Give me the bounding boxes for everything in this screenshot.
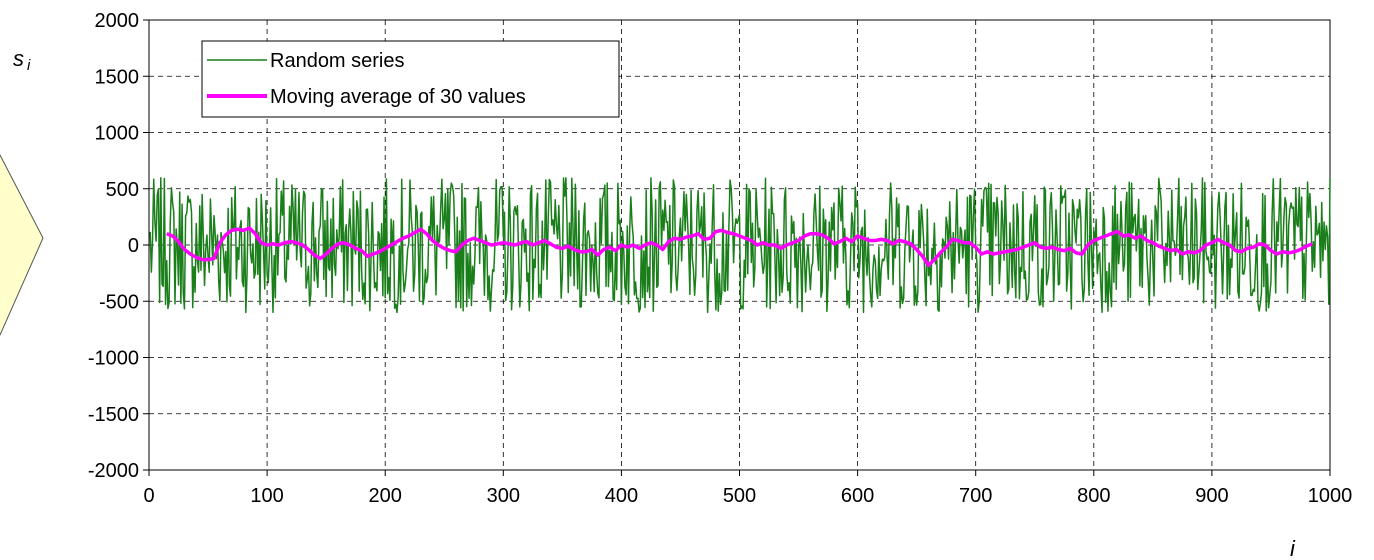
y-tick-label: -1000 [88, 348, 139, 370]
x-tick-label: 900 [1195, 485, 1228, 507]
series-layer [149, 177, 1331, 314]
x-tick-label: 200 [369, 485, 402, 507]
y-tick-label: 500 [106, 179, 139, 201]
x-tick-label: 700 [959, 485, 992, 507]
decorative-arrow-shape [0, 154, 44, 336]
legend-label-random-series: Random series [270, 50, 405, 72]
x-axis-label: i [1290, 536, 1296, 560]
y-tick-label: 0 [128, 235, 139, 257]
y-axis-label-main: s [13, 46, 24, 71]
series-moving-average-line [166, 226, 1313, 267]
x-tick-label: 500 [723, 485, 756, 507]
legend: Random series Moving average of 30 value… [201, 40, 620, 118]
y-axis-ticks: 2000 1500 1000 500 0 -500 -1000 -1500 -2000 [88, 10, 149, 482]
legend-box [201, 40, 620, 118]
y-axis-label-sub: i [27, 57, 31, 74]
x-tick-label: 400 [605, 485, 638, 507]
x-tick-label: 800 [1077, 485, 1110, 507]
y-tick-label: -2000 [88, 460, 139, 482]
y-tick-label: -500 [99, 291, 139, 313]
series-random-line [149, 177, 1331, 314]
y-tick-label: -1500 [88, 404, 139, 426]
x-tick-label: 100 [250, 485, 283, 507]
x-tick-label: 300 [487, 485, 520, 507]
x-tick-label: 600 [841, 485, 874, 507]
y-tick-label: 1500 [95, 66, 140, 88]
x-tick-label: 1000 [1308, 485, 1353, 507]
y-tick-label: 2000 [95, 10, 140, 32]
y-tick-label: 1000 [95, 123, 140, 145]
x-axis-ticks: 0 100 200 300 400 500 600 700 800 900 1000 [143, 470, 1352, 507]
legend-label-moving-average: Moving average of 30 values [270, 86, 526, 108]
x-tick-label: 0 [143, 485, 154, 507]
